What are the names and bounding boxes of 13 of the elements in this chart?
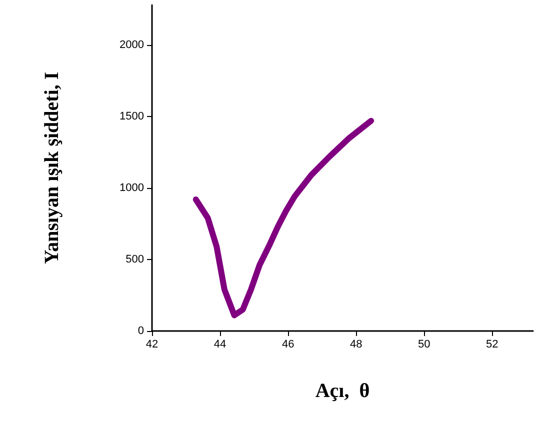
y-tick-label: 0 <box>138 325 144 337</box>
x-tick-label: 44 <box>214 338 226 350</box>
y-tick-label: 500 <box>126 254 144 266</box>
x-tick-label: 46 <box>282 338 294 350</box>
x-tick-label: 48 <box>350 338 362 350</box>
x-axis-title: Açı, θ <box>315 380 370 402</box>
x-tick-label: 50 <box>418 338 430 350</box>
y-axis-title: Yansıyan ışık şiddeti, I <box>41 72 63 264</box>
x-tick-label: 52 <box>486 338 498 350</box>
y-tick-label: 2000 <box>120 39 144 52</box>
x-tick-label: 42 <box>146 338 158 350</box>
y-tick-label: 1500 <box>120 110 144 123</box>
y-tick-label: 1000 <box>120 182 144 194</box>
